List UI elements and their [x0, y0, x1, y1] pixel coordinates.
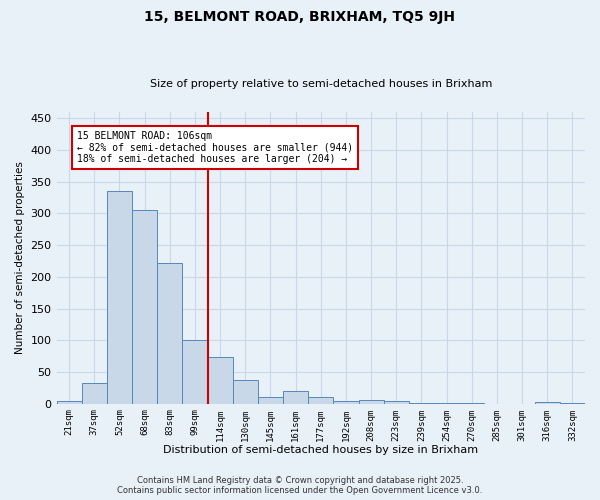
Bar	[107, 192, 132, 404]
X-axis label: Distribution of semi-detached houses by size in Brixham: Distribution of semi-detached houses by …	[163, 445, 478, 455]
Bar	[233, 380, 258, 404]
Bar	[283, 391, 308, 404]
Bar	[560, 403, 585, 404]
Bar	[182, 340, 208, 404]
Text: 15, BELMONT ROAD, BRIXHAM, TQ5 9JH: 15, BELMONT ROAD, BRIXHAM, TQ5 9JH	[145, 10, 455, 24]
Bar	[208, 357, 233, 404]
Bar	[383, 401, 409, 404]
Bar	[258, 398, 283, 404]
Text: Contains HM Land Registry data © Crown copyright and database right 2025.
Contai: Contains HM Land Registry data © Crown c…	[118, 476, 482, 495]
Text: 15 BELMONT ROAD: 106sqm
← 82% of semi-detached houses are smaller (944)
18% of s: 15 BELMONT ROAD: 106sqm ← 82% of semi-de…	[77, 131, 353, 164]
Title: Size of property relative to semi-detached houses in Brixham: Size of property relative to semi-detach…	[149, 79, 492, 89]
Bar	[334, 400, 359, 404]
Bar	[409, 403, 434, 404]
Bar	[157, 263, 182, 404]
Bar	[535, 402, 560, 404]
Bar	[459, 403, 484, 404]
Bar	[308, 398, 334, 404]
Bar	[82, 384, 107, 404]
Bar	[56, 400, 82, 404]
Bar	[132, 210, 157, 404]
Bar	[359, 400, 383, 404]
Y-axis label: Number of semi-detached properties: Number of semi-detached properties	[15, 162, 25, 354]
Bar	[434, 403, 459, 404]
